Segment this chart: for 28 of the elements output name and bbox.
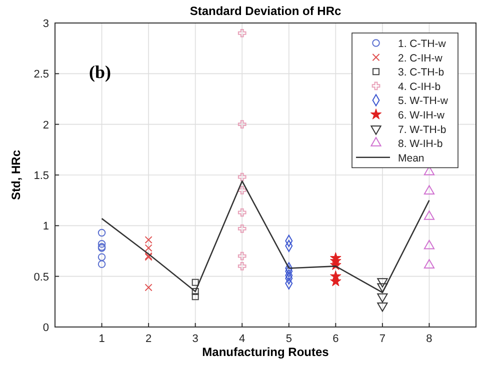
- legend-label: Mean: [398, 152, 424, 164]
- y-tick-label: 3: [42, 18, 49, 30]
- y-tick-label: 2: [42, 119, 49, 132]
- y-tick-label: 1.5: [34, 170, 49, 182]
- x-axis-title: Manufacturing Routes: [202, 345, 330, 359]
- x-tick-label: 4: [239, 333, 246, 345]
- y-axis-title: Std, HRc: [9, 150, 23, 200]
- x-tick-label: 5: [286, 333, 292, 345]
- x-tick-label: 1: [98, 333, 105, 345]
- x-tick-label: 3: [192, 333, 198, 345]
- legend-label: 6. W-IH-w: [398, 110, 445, 122]
- legend-label: 5. W-TH-w: [398, 95, 448, 108]
- legend-label: 2. C-IH-w: [398, 52, 443, 64]
- legend-label: 1. C-TH-w: [398, 38, 446, 50]
- x-tick-label: 2: [145, 333, 152, 345]
- y-tick-label: 2.5: [34, 68, 49, 81]
- y-tick-label: 1: [42, 220, 49, 233]
- x-tick-label: 8: [426, 333, 432, 345]
- legend-label: 4. C-IH-b: [398, 80, 441, 93]
- legend-label: 3. C-TH-b: [398, 66, 444, 79]
- chart-title: Standard Deviation of HRc: [190, 4, 342, 18]
- annotation: (b): [89, 62, 112, 82]
- y-tick-label: 0.5: [34, 271, 49, 284]
- legend-label: 7. W-TH-b: [398, 124, 446, 136]
- x-tick-label: 6: [332, 333, 339, 345]
- x-tick-label: 7: [379, 333, 386, 345]
- y-tick-label: 0: [42, 322, 49, 334]
- legend-label: 8. W-IH-b: [398, 138, 443, 150]
